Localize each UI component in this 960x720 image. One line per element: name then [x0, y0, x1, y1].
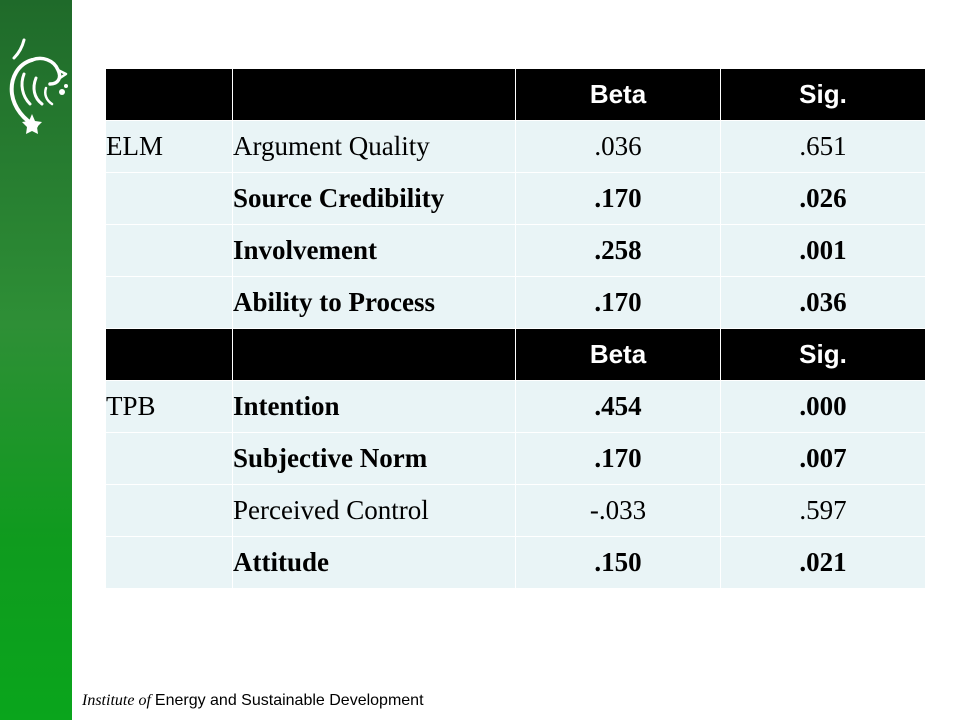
header-sig: Sig. [720, 68, 926, 121]
table-header-row: Beta Sig. [105, 328, 926, 381]
header-blank-1 [105, 328, 233, 381]
row-variable: Ability to Process [232, 276, 516, 329]
row-sig: .597 [720, 484, 926, 537]
row-group [105, 276, 233, 329]
row-beta: -.033 [515, 484, 721, 537]
table-row: Perceived Control -.033.597 [105, 484, 926, 537]
lion-emblem-icon [9, 38, 68, 134]
row-group: TPB [105, 380, 233, 433]
row-beta: .258 [515, 224, 721, 277]
header-blank-1 [105, 68, 233, 121]
row-variable: Perceived Control [232, 484, 516, 537]
regression-table: Beta Sig. ELM Argument Quality .036.651 Sourc… [105, 68, 926, 589]
row-beta: .454 [515, 380, 721, 433]
header-beta: Beta [515, 328, 721, 381]
header-blank-2 [232, 328, 516, 381]
row-variable: Subjective Norm [232, 432, 516, 485]
table-row: Source Credibility .170.026 [105, 172, 926, 225]
row-beta: .150 [515, 536, 721, 589]
row-variable: Intention [232, 380, 516, 433]
row-sig: .026 [720, 172, 926, 225]
row-group [105, 484, 233, 537]
row-sig: .651 [720, 120, 926, 173]
table-row: Involvement .258.001 [105, 224, 926, 277]
footer-institute: Energy and Sustainable Development [154, 692, 424, 709]
table-row: TPB Intention .454.000 [105, 380, 926, 433]
row-beta: .170 [515, 276, 721, 329]
table-row: Attitude .150.021 [105, 536, 926, 589]
footer-italic: Institute of [82, 692, 151, 709]
row-sig: .007 [720, 432, 926, 485]
table-row: ELM Argument Quality .036.651 [105, 120, 926, 173]
header-beta: Beta [515, 68, 721, 121]
row-sig: .021 [720, 536, 926, 589]
row-sig: .000 [720, 380, 926, 433]
row-group [105, 172, 233, 225]
table-row: Subjective Norm .170.007 [105, 432, 926, 485]
header-sig: Sig. [720, 328, 926, 381]
table-header-row: Beta Sig. [105, 68, 926, 121]
row-beta: .170 [515, 432, 721, 485]
footer-caption: Institute of Energy and Sustainable Deve… [82, 692, 424, 710]
row-group: ELM [105, 120, 233, 173]
row-variable: Involvement [232, 224, 516, 277]
row-group [105, 536, 233, 589]
row-group [105, 432, 233, 485]
table-row: Ability to Process .170.036 [105, 276, 926, 329]
row-sig: .036 [720, 276, 926, 329]
sidebar-band [0, 0, 72, 720]
row-beta: .036 [515, 120, 721, 173]
row-variable: Attitude [232, 536, 516, 589]
row-group [105, 224, 233, 277]
header-blank-2 [232, 68, 516, 121]
row-variable: Source Credibility [232, 172, 516, 225]
row-sig: .001 [720, 224, 926, 277]
row-beta: .170 [515, 172, 721, 225]
row-variable: Argument Quality [232, 120, 516, 173]
